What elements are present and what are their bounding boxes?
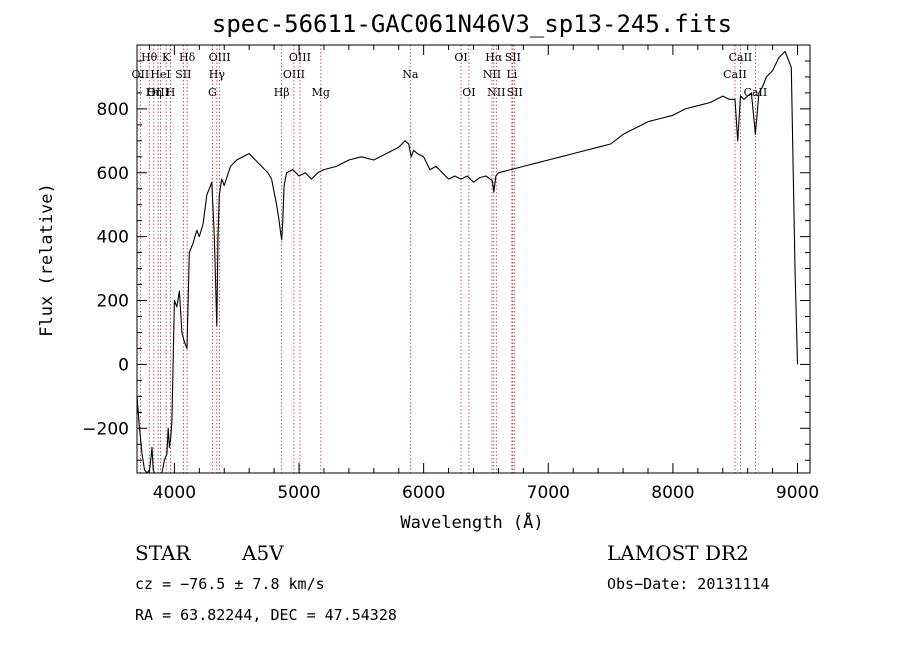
line-label: Na — [402, 68, 419, 81]
line-label: OIII — [289, 51, 311, 64]
y-tick-label: 200 — [97, 292, 129, 312]
y-tick-label: 400 — [97, 228, 129, 248]
line-label: SII — [507, 86, 523, 99]
line-markers — [139, 45, 756, 473]
chart-title: spec-56611-GAC061N46V3_sp13-245.fits — [212, 10, 732, 38]
line-label: OII — [132, 68, 150, 81]
line-label: OI — [462, 86, 475, 99]
y-tick-label: 0 — [118, 355, 129, 375]
line-label: Hγ — [209, 68, 226, 81]
x-tick-label: 8000 — [651, 483, 694, 503]
line-label: OIII — [209, 51, 231, 64]
line-label: OIII — [283, 68, 305, 81]
line-label: HeI — [150, 68, 170, 81]
line-label: H — [166, 86, 176, 99]
y-tick-label: 600 — [97, 164, 129, 184]
line-label: SII — [175, 68, 191, 81]
line-label: K — [162, 51, 171, 64]
line-label: Hθ — [141, 51, 158, 64]
plot-frame — [136, 44, 811, 474]
x-tick-label: 9000 — [776, 483, 819, 503]
x-tick-label: 5000 — [277, 483, 320, 503]
line-label: SII — [505, 51, 521, 64]
redshift-text: cz = −76.5 ± 7.8 km/s — [135, 575, 325, 593]
line-label: CaII — [729, 51, 753, 64]
obs-date: Obs−Date: 20131114 — [607, 575, 770, 593]
line-label: NII — [487, 86, 505, 99]
ra-dec: RA = 63.82244, DEC = 47.54328 — [135, 606, 397, 624]
x-tick-label: 4000 — [153, 483, 196, 503]
x-axis-ticks: 4000 5000 6000 7000 8000 9000 — [148, 45, 819, 503]
x-tick-label: 7000 — [527, 483, 570, 503]
spectrum-series — [136, 50, 799, 474]
line-label: G — [208, 86, 217, 99]
y-tick-label: 800 — [97, 100, 129, 120]
line-label: Hη — [146, 86, 162, 99]
line-label: Mg — [312, 86, 330, 99]
line-label: OIII — [147, 86, 169, 99]
line-label: CaII — [723, 68, 747, 81]
line-label: Hβ — [274, 86, 290, 99]
spectrum-line — [136, 50, 799, 474]
x-axis-label: Wavelength (Å) — [400, 511, 543, 533]
line-label: Li — [506, 68, 517, 81]
y-axis-label: Flux (relative) — [37, 183, 57, 337]
line-label: NII — [483, 68, 501, 81]
survey-name: LAMOST DR2 — [607, 541, 749, 565]
x-tick-label: 6000 — [402, 483, 445, 503]
line-label: Hδ — [179, 51, 196, 64]
line-label: Hα — [485, 51, 503, 64]
object-subclass: A5V — [241, 541, 284, 565]
y-axis-ticks: −200 0 200 400 600 800 — [82, 44, 810, 461]
object-class: STAR — [135, 541, 191, 565]
line-label: OI — [454, 51, 467, 64]
y-tick-label: −200 — [82, 419, 129, 439]
